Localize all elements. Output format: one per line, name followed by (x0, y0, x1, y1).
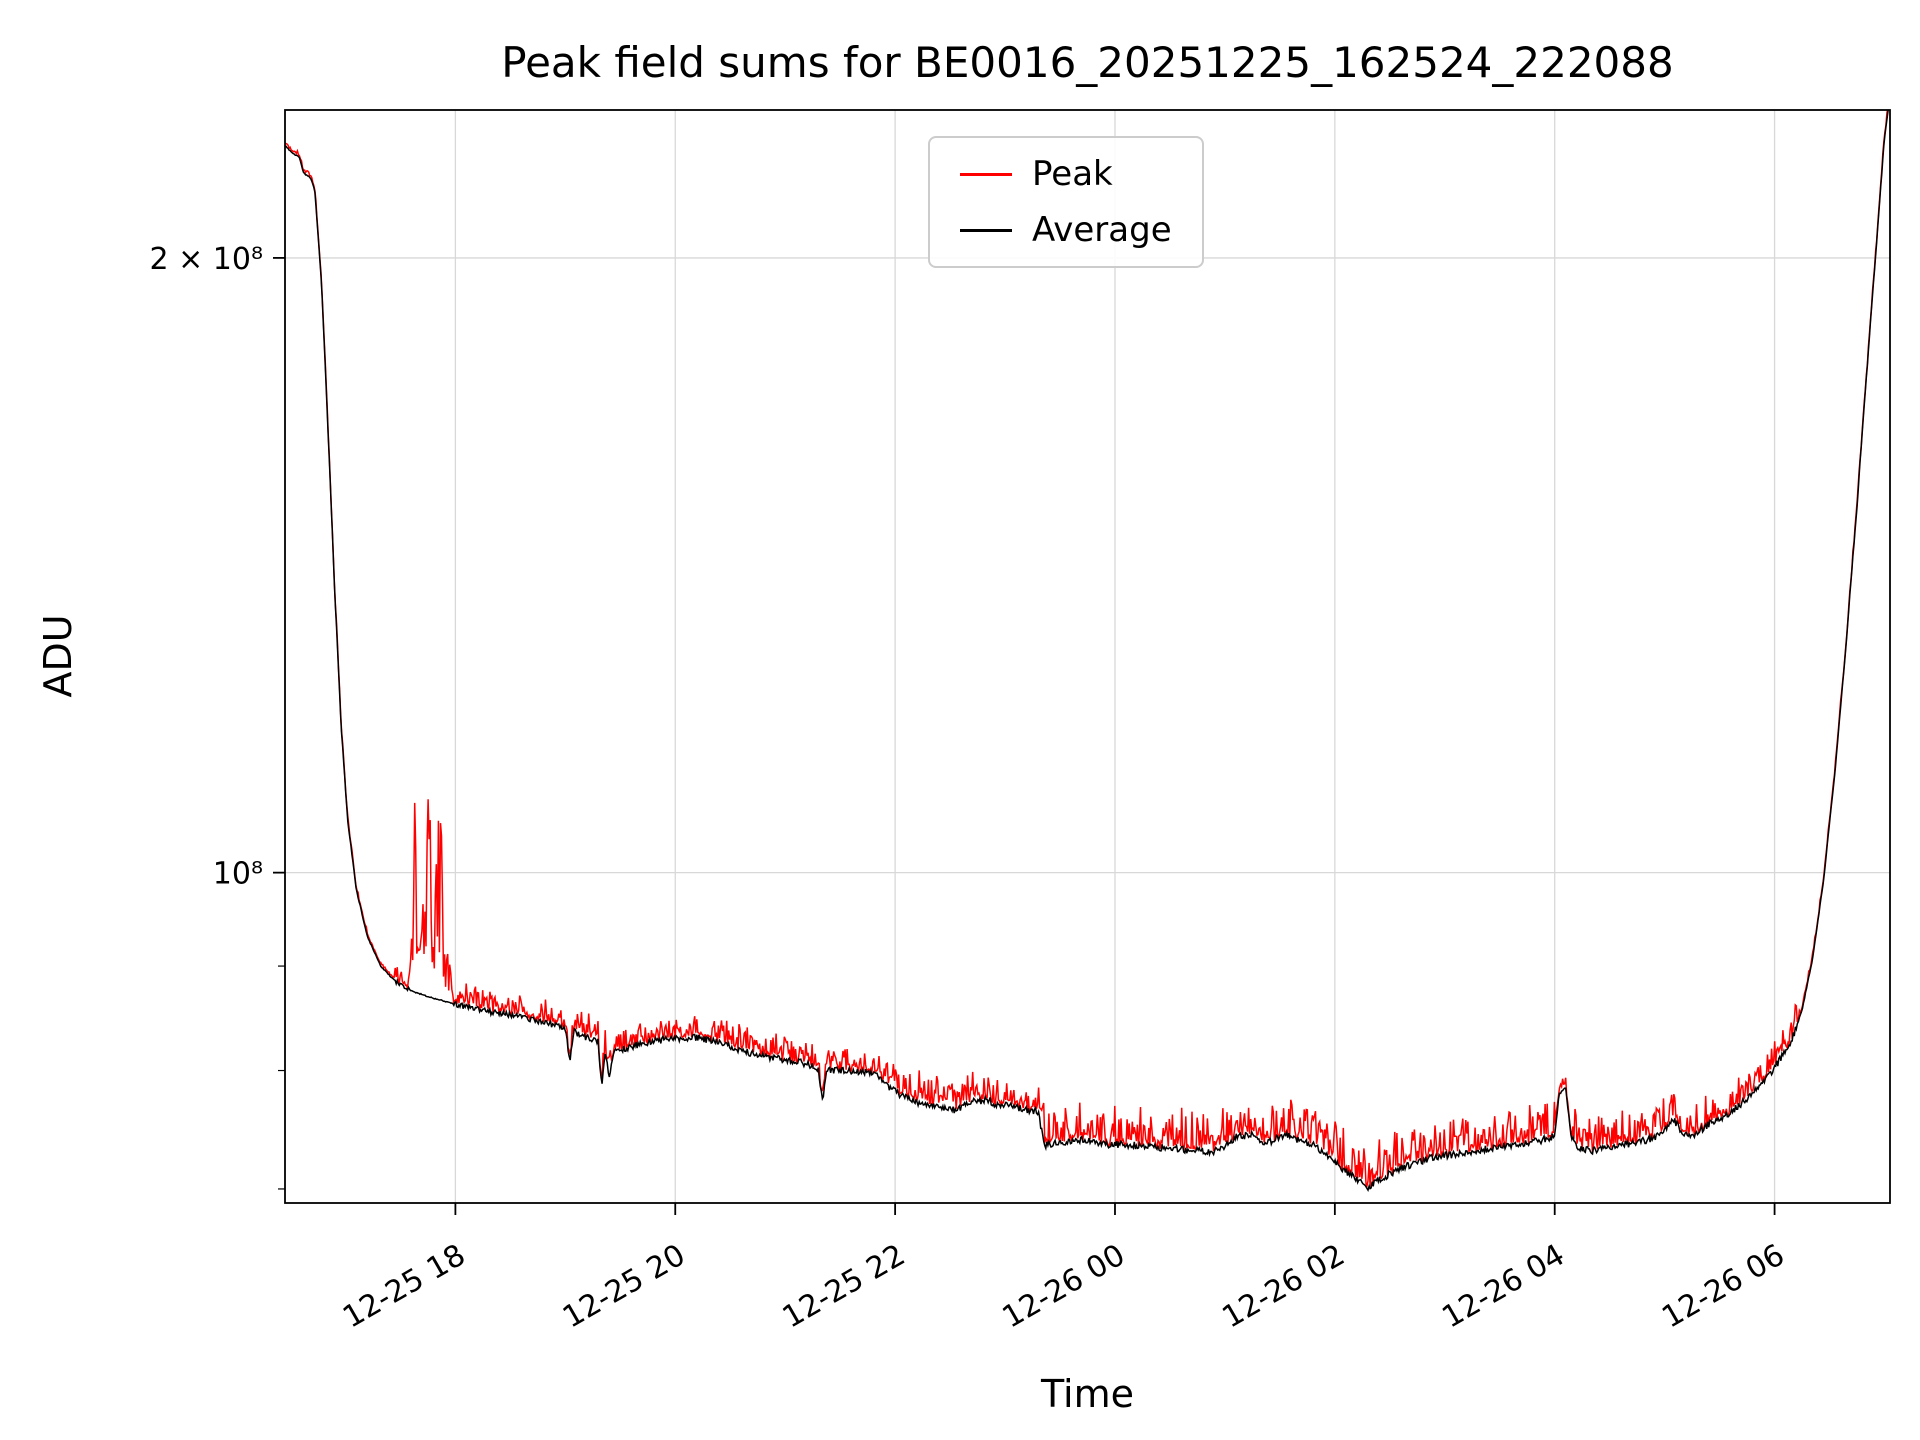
series-average-line (285, 110, 1889, 1192)
x-tick-label: 12-25 18 (337, 1238, 471, 1336)
x-tick-label: 12-26 06 (1656, 1238, 1790, 1336)
legend-line-average-icon (960, 228, 1012, 232)
series-peak-line (285, 110, 1889, 1188)
legend: Peak Average (928, 136, 1204, 268)
x-tick-label: 12-26 00 (997, 1238, 1131, 1336)
y-axis-label: ADU (36, 614, 80, 698)
axis-ticks (273, 257, 1776, 1215)
x-tick-label: 12-26 02 (1217, 1238, 1351, 1336)
x-axis-label: Time (1041, 1372, 1134, 1416)
legend-label-peak: Peak (1032, 154, 1113, 194)
legend-entry-average: Average (960, 210, 1172, 250)
y-tick-label: 2 × 10⁸ (150, 242, 264, 277)
gridlines (285, 110, 1890, 1203)
chart-title: Peak field sums for BE0016_20251225_1625… (501, 38, 1674, 87)
legend-label-average: Average (1032, 210, 1172, 250)
axes-spines (284, 109, 1891, 1204)
legend-entry-peak: Peak (960, 154, 1172, 194)
x-tick-label: 12-26 04 (1436, 1238, 1570, 1336)
x-tick-label: 12-25 22 (777, 1238, 911, 1336)
y-tick-label: 10⁸ (213, 857, 263, 892)
x-tick-label: 12-25 20 (557, 1238, 691, 1336)
legend-line-peak-icon (960, 172, 1012, 176)
